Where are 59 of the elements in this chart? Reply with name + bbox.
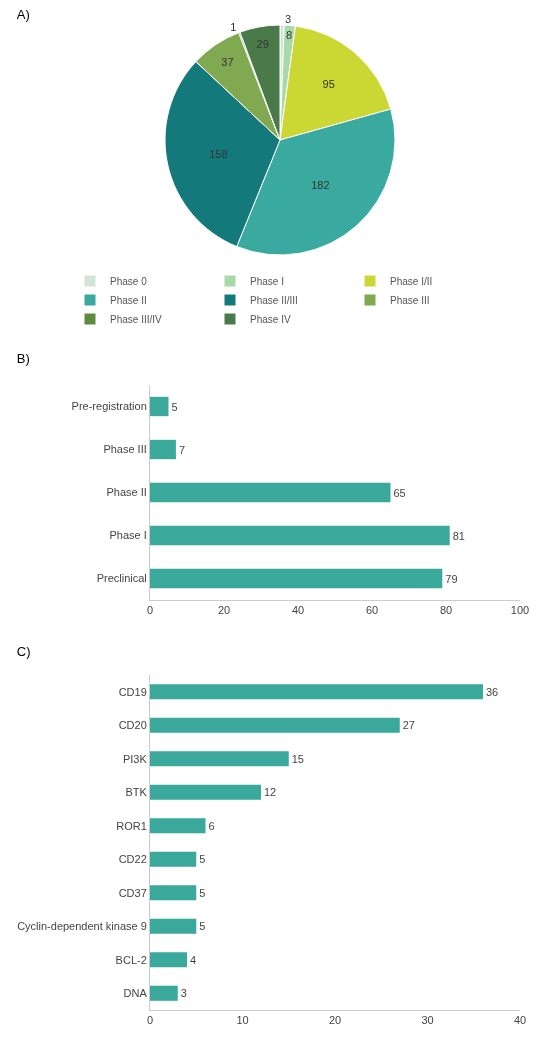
data-label: 5 [171, 400, 178, 413]
data-label: 15 [291, 752, 304, 765]
data-label: 5 [199, 920, 206, 933]
data-label: 12 [264, 786, 277, 799]
y-tick-label: CD22 [118, 853, 147, 866]
data-label: 95 [322, 78, 335, 91]
legend-label: Phase I [250, 275, 284, 287]
data-label: 36 [486, 685, 499, 698]
data-label: 37 [221, 56, 234, 69]
data-label: 81 [452, 529, 465, 542]
data-label: 5 [199, 853, 206, 866]
text: C) [16, 644, 31, 660]
y-tick-label: Preclinical [96, 572, 147, 585]
data-label: 3 [285, 13, 292, 26]
data-label: 8 [285, 28, 293, 41]
y-tick-label: ROR1 [116, 819, 147, 832]
x-tick-label: 10 [236, 1014, 249, 1027]
data-label: 29 [256, 37, 269, 50]
data-label: 4 [190, 953, 197, 966]
x-tick-label: 40 [513, 1014, 527, 1027]
legend-label: Phase IV [250, 313, 291, 325]
x-tick-label: 100 [510, 604, 530, 617]
legend-label: Phase III/IV [110, 313, 163, 325]
data-label: 79 [445, 572, 458, 585]
data-label: 65 [393, 486, 406, 499]
data-label: 27 [402, 719, 415, 732]
x-tick-label: 80 [439, 604, 453, 617]
y-tick-label: Phase II [106, 486, 147, 499]
y-tick-label: CD37 [118, 886, 147, 899]
y-tick-label: Pre-registration [71, 400, 147, 413]
text: B) [16, 350, 30, 366]
y-tick-label: CD20 [118, 719, 147, 732]
x-tick-label: 30 [421, 1014, 434, 1027]
data-label: 3 [180, 987, 187, 1000]
y-tick-label: PI3K [122, 752, 148, 765]
data-label: 1 [230, 21, 237, 34]
x-tick-label: 20 [328, 1014, 342, 1027]
y-tick-label: Cyclin-dependent kinase 9 [17, 920, 147, 933]
x-tick-label: 60 [365, 604, 379, 617]
x-tick-label: 0 [146, 1014, 154, 1027]
legend-label: Phase III [390, 294, 430, 306]
x-tick-label: 20 [217, 604, 231, 617]
data-label: 158 [209, 147, 228, 160]
x-tick-label: 0 [146, 604, 154, 617]
data-label: 182 [311, 179, 330, 192]
data-label: 7 [178, 443, 186, 456]
y-tick-label: BTK [125, 786, 148, 799]
data-label: 5 [199, 886, 206, 899]
y-tick-label: Phase I [109, 529, 147, 542]
legend-label: Phase II/III [250, 294, 298, 306]
y-tick-label: BCL-2 [115, 953, 147, 966]
data-label: 6 [208, 819, 215, 832]
y-tick-label: DNA [123, 987, 148, 1000]
y-tick-label: Phase III [103, 443, 147, 456]
chart-title: A) [16, 7, 30, 23]
x-tick-label: 40 [291, 604, 305, 617]
y-tick-label: CD19 [118, 685, 147, 698]
legend-label: Phase I/II [390, 275, 433, 287]
legend-label: Phase 0 [110, 275, 148, 287]
